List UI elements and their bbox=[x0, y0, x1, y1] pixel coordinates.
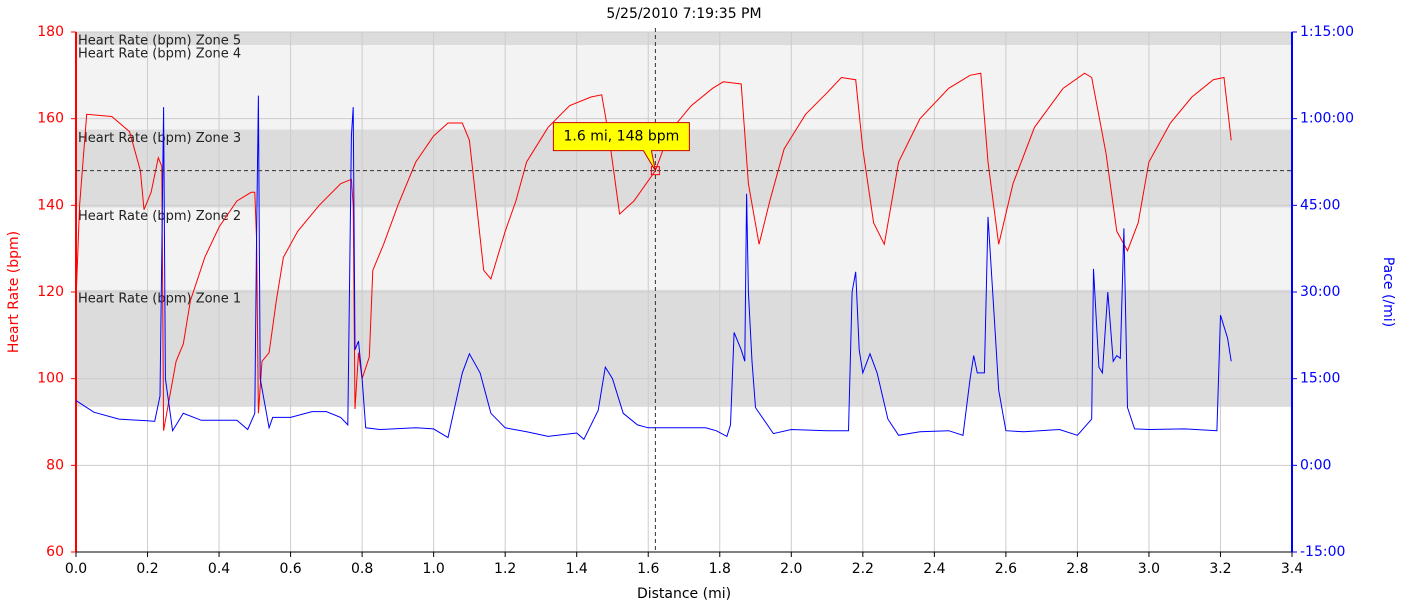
zone-band bbox=[76, 32, 1292, 45]
y2-tick-label: 30:00 bbox=[1300, 284, 1340, 300]
x-tick-label: 1.0 bbox=[423, 561, 445, 577]
x-tick-label: 0.0 bbox=[65, 561, 87, 577]
y2-tick-label: 45:00 bbox=[1300, 197, 1340, 213]
x-tick-label: 2.8 bbox=[1066, 561, 1088, 577]
y-tick-label: 180 bbox=[37, 24, 64, 40]
crosshair-point bbox=[650, 166, 660, 176]
x-tick-label: 0.6 bbox=[279, 561, 301, 577]
x-tick-label: 2.0 bbox=[780, 561, 802, 577]
y-tick-label: 100 bbox=[37, 371, 64, 387]
y2-axis-label: Pace (/mi) bbox=[1380, 257, 1396, 327]
x-tick-label: 3.2 bbox=[1209, 561, 1231, 577]
y-tick-label: 120 bbox=[37, 284, 64, 300]
x-tick-label: 3.0 bbox=[1138, 561, 1160, 577]
x-tick-label: 1.4 bbox=[566, 561, 588, 577]
y-tick-label: 80 bbox=[46, 457, 64, 473]
tooltip-box bbox=[552, 122, 690, 171]
zone-label: Heart Rate (bpm) Zone 4 bbox=[78, 47, 241, 62]
x-tick-label: 0.4 bbox=[208, 561, 230, 577]
zone-label: Heart Rate (bpm) Zone 5 bbox=[78, 34, 241, 49]
y2-tick-label: 0:00 bbox=[1300, 457, 1331, 473]
zone-label: Heart Rate (bpm) Zone 2 bbox=[78, 209, 241, 224]
tooltip-label: 1.6 mi, 148 bpm bbox=[564, 129, 680, 145]
y2-tick-label: 1:15:00 bbox=[1300, 24, 1354, 40]
y-tick-label: 140 bbox=[37, 197, 64, 213]
x-axis-label: Distance (mi) bbox=[637, 586, 731, 602]
x-tick-label: 0.2 bbox=[136, 561, 158, 577]
y2-tick-label: 15:00 bbox=[1300, 371, 1340, 387]
x-tick-label: 0.8 bbox=[351, 561, 373, 577]
x-tick-label: 2.6 bbox=[995, 561, 1017, 577]
x-tick-label: 2.4 bbox=[923, 561, 945, 577]
x-tick-label: 1.8 bbox=[709, 561, 731, 577]
x-tick-label: 1.6 bbox=[637, 561, 659, 577]
x-tick-label: 1.2 bbox=[494, 561, 516, 577]
y-axis-label: Heart Rate (bpm) bbox=[6, 231, 22, 353]
chart-title: 5/25/2010 7:19:35 PM bbox=[606, 6, 761, 22]
x-tick-label: 2.2 bbox=[852, 561, 874, 577]
zone-label: Heart Rate (bpm) Zone 1 bbox=[78, 291, 241, 306]
series-line bbox=[75, 95, 1232, 441]
zone-band bbox=[76, 207, 1292, 290]
y2-tick-label: -15:00 bbox=[1300, 544, 1345, 560]
zone-band bbox=[76, 289, 1292, 407]
zone-band bbox=[76, 45, 1292, 130]
zone-label: Heart Rate (bpm) Zone 3 bbox=[78, 131, 241, 146]
y-tick-label: 160 bbox=[37, 111, 64, 127]
y-tick-label: 60 bbox=[46, 544, 64, 560]
y2-tick-label: 1:00:00 bbox=[1300, 111, 1354, 127]
x-tick-label: 3.4 bbox=[1281, 561, 1303, 577]
series-line bbox=[75, 72, 1232, 431]
